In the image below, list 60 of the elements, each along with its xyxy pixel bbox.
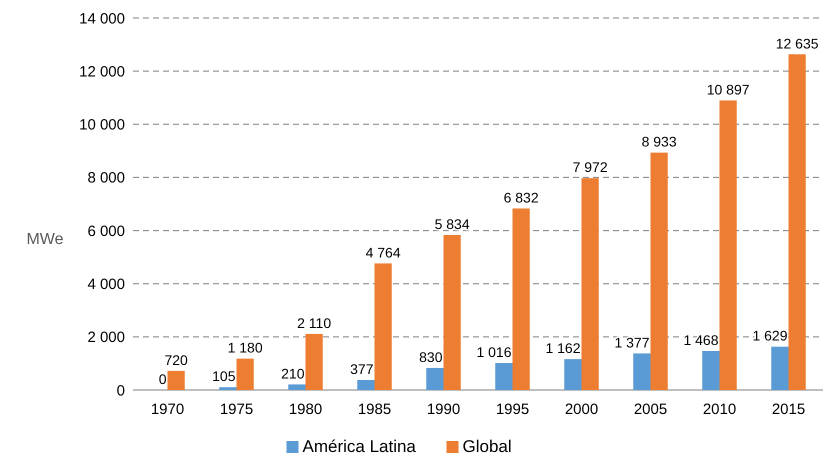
legend-label: Global bbox=[462, 437, 512, 456]
data-label: 830 bbox=[419, 348, 443, 365]
data-label: 1 377 bbox=[614, 334, 650, 350]
x-tick-label: 1980 bbox=[288, 401, 322, 418]
data-label: 5 834 bbox=[434, 216, 470, 232]
data-label: 1 468 bbox=[683, 332, 719, 348]
x-tick-label: 1990 bbox=[426, 401, 460, 418]
bar bbox=[720, 100, 737, 390]
x-tick-label: 2010 bbox=[702, 401, 736, 418]
bar bbox=[633, 353, 650, 390]
data-label: 2 110 bbox=[297, 314, 332, 331]
bar bbox=[564, 359, 582, 390]
data-label: 720 bbox=[164, 352, 188, 368]
x-tick-label: 1970 bbox=[150, 401, 184, 418]
y-tick-label: 14 000 bbox=[79, 10, 125, 28]
bar bbox=[788, 54, 806, 390]
data-label: 1 629 bbox=[752, 328, 788, 344]
bar bbox=[168, 370, 185, 390]
x-tick-label: 2005 bbox=[634, 401, 668, 418]
bar bbox=[306, 334, 323, 390]
data-label: 0 bbox=[158, 371, 167, 387]
bar bbox=[650, 152, 668, 390]
bar bbox=[236, 358, 254, 390]
legend-label: América Latina bbox=[302, 437, 416, 456]
data-label: 8 933 bbox=[642, 134, 677, 150]
y-tick-label: 8 000 bbox=[87, 170, 125, 187]
data-label: 7 972 bbox=[572, 159, 608, 176]
bar bbox=[495, 363, 512, 390]
data-label: 6 832 bbox=[504, 189, 539, 206]
data-label: 1 180 bbox=[228, 340, 263, 356]
y-tick-label: 0 bbox=[116, 382, 125, 400]
bar bbox=[582, 178, 599, 390]
bar bbox=[374, 263, 392, 390]
data-label: 1 016 bbox=[476, 344, 512, 360]
bar bbox=[288, 384, 306, 390]
bar bbox=[426, 368, 444, 390]
data-label: 10 897 bbox=[706, 81, 750, 98]
y-tick-label: 10 000 bbox=[79, 116, 125, 134]
bar bbox=[702, 350, 720, 390]
y-axis-title: MWe bbox=[26, 231, 64, 248]
bar bbox=[219, 387, 236, 390]
bar bbox=[357, 380, 374, 390]
x-tick-label: 1985 bbox=[358, 401, 392, 418]
y-tick-label: 2 000 bbox=[87, 329, 125, 346]
bar bbox=[444, 234, 461, 390]
data-label: 377 bbox=[350, 360, 374, 377]
data-label: 1 162 bbox=[545, 340, 581, 356]
y-tick-label: 12 000 bbox=[79, 63, 125, 80]
y-tick-label: 6 000 bbox=[87, 222, 125, 240]
bar bbox=[771, 346, 788, 390]
x-tick-label: 2000 bbox=[564, 401, 598, 418]
data-label: 105 bbox=[212, 368, 236, 384]
data-label: 210 bbox=[281, 365, 305, 382]
data-label: 4 764 bbox=[366, 244, 401, 260]
x-tick-label: 2015 bbox=[772, 401, 806, 418]
data-label: 12 635 bbox=[776, 35, 819, 52]
x-tick-label: 1995 bbox=[496, 401, 530, 418]
bar bbox=[512, 208, 530, 390]
x-tick-label: 1975 bbox=[220, 401, 254, 418]
y-tick-label: 4 000 bbox=[87, 276, 125, 293]
